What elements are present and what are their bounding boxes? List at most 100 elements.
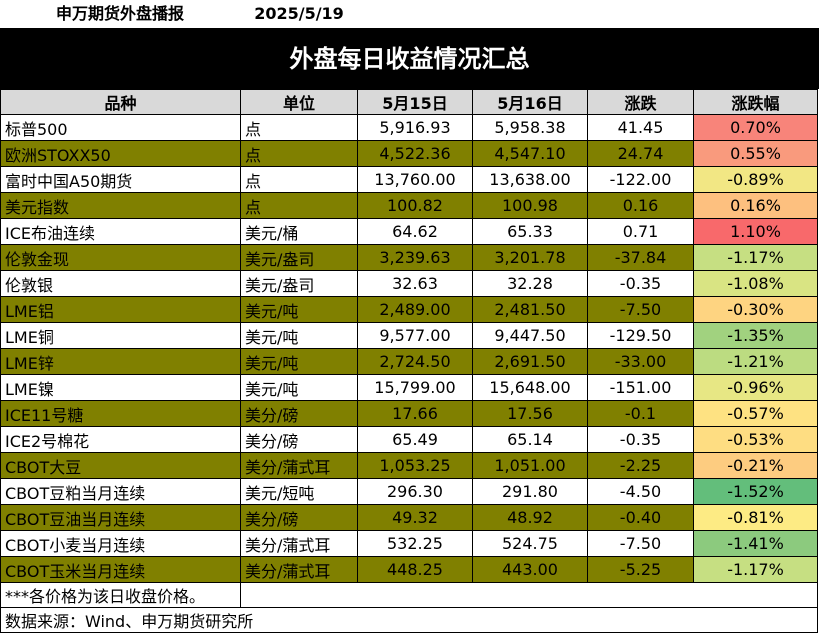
- row-value-date2: 48.92: [472, 504, 588, 531]
- row-name: 标普500: [0, 114, 241, 141]
- row-change: -33.00: [587, 348, 694, 375]
- table-row: LME铝 美元/吨 2,489.00 2,481.50 -7.50 -0.30%: [0, 296, 818, 323]
- row-value-date2: 3,201.78: [472, 244, 588, 271]
- row-unit: 美分/蒲式耳: [240, 452, 358, 479]
- row-change-pct: -0.30%: [693, 296, 818, 323]
- row-change: -4.50: [587, 478, 694, 505]
- row-unit: 美元/吨: [240, 374, 358, 401]
- row-name: ICE11号糖: [0, 400, 241, 427]
- row-value-date2: 15,648.00: [472, 374, 588, 401]
- brand-title: 申万期货外盘播报: [55, 4, 184, 23]
- table-row: LME铜 美元/吨 9,577.00 9,447.50 -129.50 -1.35%: [0, 322, 818, 349]
- row-change: -129.50: [587, 322, 694, 349]
- row-change-pct: -0.53%: [693, 426, 818, 453]
- row-value-date2: 2,481.50: [472, 296, 588, 323]
- row-value-date1: 100.82: [357, 192, 473, 219]
- top-bar: 申万期货外盘播报 2025/5/19: [0, 0, 819, 29]
- row-value-date1: 3,239.63: [357, 244, 473, 271]
- row-change-pct: 0.55%: [693, 140, 818, 167]
- row-unit: 美分/蒲式耳: [240, 530, 358, 557]
- row-value-date2: 65.33: [472, 218, 588, 245]
- row-value-date2: 32.28: [472, 270, 588, 297]
- row-change-pct: -1.41%: [693, 530, 818, 557]
- row-unit: 美分/磅: [240, 426, 358, 453]
- table-row: ICE11号糖 美分/磅 17.66 17.56 -0.1 -0.57%: [0, 400, 818, 427]
- row-value-date1: 32.63: [357, 270, 473, 297]
- table-row: CBOT小麦当月连续 美分/蒲式耳 532.25 524.75 -7.50 -1.41%: [0, 530, 818, 557]
- row-change-pct: -1.21%: [693, 348, 818, 375]
- row-change-pct: 1.10%: [693, 218, 818, 245]
- row-change: 24.74: [587, 140, 694, 167]
- returns-table: 品种 单位 5月15日 5月16日 涨跌 涨跌幅 标普500 点 5,916.93 5…: [0, 89, 818, 633]
- row-change: -151.00: [587, 374, 694, 401]
- row-value-date1: 296.30: [357, 478, 473, 505]
- row-unit: 美元/吨: [240, 348, 358, 375]
- row-name: ICE布油连续: [0, 218, 241, 245]
- row-value-date2: 1,051.00: [472, 452, 588, 479]
- row-unit: 点: [240, 140, 358, 167]
- col-header-change: 涨跌: [587, 89, 694, 115]
- row-change-pct: -0.21%: [693, 452, 818, 479]
- row-value-date2: 9,447.50: [472, 322, 588, 349]
- table-row: LME锌 美元/吨 2,724.50 2,691.50 -33.00 -1.21%: [0, 348, 818, 375]
- row-change: -0.35: [587, 270, 694, 297]
- row-value-date1: 49.32: [357, 504, 473, 531]
- row-value-date1: 17.66: [357, 400, 473, 427]
- row-value-date1: 532.25: [357, 530, 473, 557]
- table-row: CBOT玉米当月连续 美分/蒲式耳 448.25 443.00 -5.25 -1.17%: [0, 556, 818, 583]
- row-unit: 点: [240, 166, 358, 193]
- row-name: CBOT豆粕当月连续: [0, 478, 241, 505]
- row-value-date1: 13,760.00: [357, 166, 473, 193]
- row-value-date2: 17.56: [472, 400, 588, 427]
- row-value-date2: 524.75: [472, 530, 588, 557]
- row-change-pct: 0.70%: [693, 114, 818, 141]
- row-change: -7.50: [587, 296, 694, 323]
- table-row: 伦敦金现 美元/盎司 3,239.63 3,201.78 -37.84 -1.17%: [0, 244, 818, 271]
- row-change: -0.40: [587, 504, 694, 531]
- row-value-date2: 443.00: [472, 556, 588, 583]
- table-row: ICE2号棉花 美分/磅 65.49 65.14 -0.35 -0.53%: [0, 426, 818, 453]
- col-header-unit: 单位: [240, 89, 358, 115]
- row-name: CBOT豆油当月连续: [0, 504, 241, 531]
- row-change: -7.50: [587, 530, 694, 557]
- row-unit: 点: [240, 114, 358, 141]
- row-unit: 美分/蒲式耳: [240, 556, 358, 583]
- row-name: 美元指数: [0, 192, 241, 219]
- table-row: CBOT大豆 美分/蒲式耳 1,053.25 1,051.00 -2.25 -0.21%: [0, 452, 818, 479]
- row-unit: 美分/磅: [240, 400, 358, 427]
- row-name: 富时中国A50期货: [0, 166, 241, 193]
- table-row: 富时中国A50期货点 13,760.00 13,638.00 -122.00 -0.89…: [0, 166, 818, 193]
- table-row: 标普500 点 5,916.93 5,958.38 41.45 0.70%: [0, 114, 818, 141]
- row-value-date1: 4,522.36: [357, 140, 473, 167]
- row-value-date1: 1,053.25: [357, 452, 473, 479]
- row-change: -0.1: [587, 400, 694, 427]
- table-row: 美元指数点 100.82 100.98 0.16 0.16%: [0, 192, 818, 219]
- report-date: 2025/5/19: [254, 4, 344, 23]
- col-header-date1: 5月15日: [357, 89, 473, 115]
- row-value-date2: 5,958.38: [472, 114, 588, 141]
- row-value-date2: 2,691.50: [472, 348, 588, 375]
- row-unit: 美元/盎司: [240, 244, 358, 271]
- note-empty: [240, 582, 818, 608]
- row-value-date2: 291.80: [472, 478, 588, 505]
- row-change-pct: 0.16%: [693, 192, 818, 219]
- row-unit: 美元/吨: [240, 322, 358, 349]
- row-change-pct: -1.17%: [693, 244, 818, 271]
- col-header-date2: 5月16日: [472, 89, 588, 115]
- row-value-date1: 64.62: [357, 218, 473, 245]
- row-name: 伦敦金现: [0, 244, 241, 271]
- row-unit: 美元/吨: [240, 296, 358, 323]
- table-row: CBOT豆油当月连续 美分/磅 49.32 48.92 -0.40 -0.81%: [0, 504, 818, 531]
- row-name: ICE2号棉花: [0, 426, 241, 453]
- row-name: CBOT大豆: [0, 452, 241, 479]
- col-header-name: 品种: [0, 89, 241, 115]
- source-text: 数据来源：Wind、申万期货研究所: [0, 607, 818, 633]
- row-unit: 美分/磅: [240, 504, 358, 531]
- row-change: 41.45: [587, 114, 694, 141]
- row-value-date1: 9,577.00: [357, 322, 473, 349]
- row-name: LME铝: [0, 296, 241, 323]
- row-change-pct: -1.17%: [693, 556, 818, 583]
- row-name: LME镍: [0, 374, 241, 401]
- row-value-date2: 4,547.10: [472, 140, 588, 167]
- table-body: 标普500 点 5,916.93 5,958.38 41.45 0.70% 欧洲STOXX5…: [0, 114, 818, 583]
